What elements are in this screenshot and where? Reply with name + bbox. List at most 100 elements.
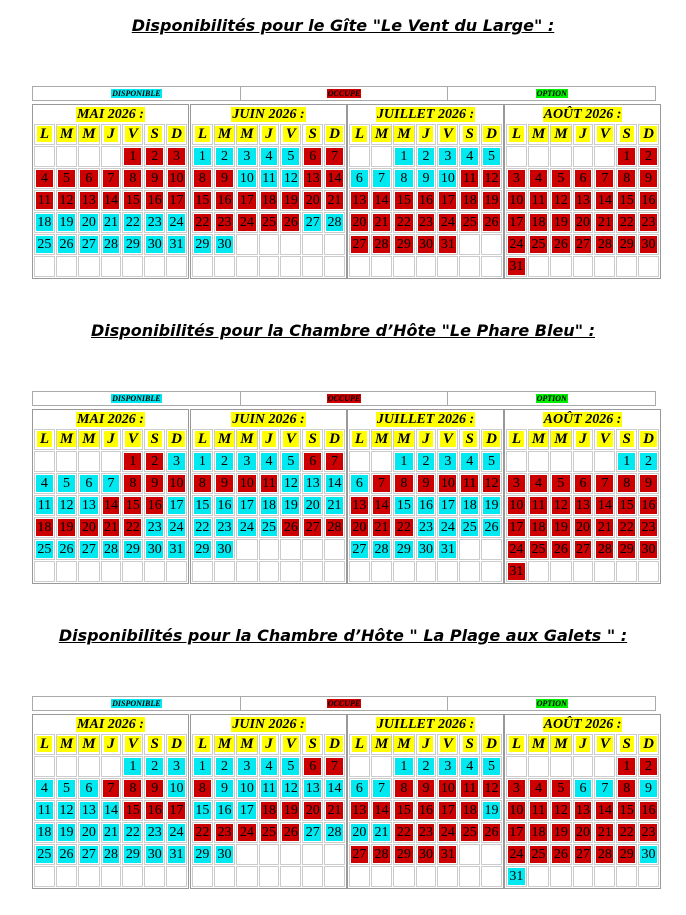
day-cell: 26 [280,212,302,233]
day-cell: 28 [370,539,393,560]
weekday-cell: M [78,429,100,450]
day-cell: 16 [415,190,437,211]
day-number: 21 [372,214,391,231]
weekday: D [168,736,185,752]
day-cell [100,756,122,777]
day-cell [527,756,550,777]
day-number: 17 [168,497,185,514]
day-cell: 5 [550,473,572,494]
day-number: 2 [640,148,657,165]
day-cell: 10 [166,473,187,494]
legend-cell: OPTION [448,392,655,405]
day-cell: 15 [192,495,213,516]
day-number: 21 [102,519,120,536]
day-cell: 15 [616,190,638,211]
day-number: 14 [326,780,343,797]
day-cell: 29 [192,844,213,865]
weekday: M [56,126,77,142]
day-cell: 5 [55,168,78,189]
weekday: S [619,126,634,142]
weekday-cell: D [481,429,502,450]
day-number: 15 [194,802,211,819]
day-cell [122,866,144,887]
weekday: S [147,431,162,447]
calendar: JUIN 2026 : L M M J V S D 1 2 3 4 5 6 7 8 9 10 11 12 13 14 15 1… [190,409,347,584]
day-cell: 20 [78,517,100,538]
day-cell [55,256,78,277]
day-cell [415,256,437,277]
day-number: 11 [260,170,278,187]
day-cell [459,844,481,865]
day-number: 31 [508,563,525,580]
day-cell [258,539,280,560]
day-number: 13 [351,497,368,514]
day-number: 8 [194,780,211,797]
day-number: 29 [618,846,636,863]
legend-cell: OCCUPE [241,697,449,710]
day-cell [370,451,393,472]
day-cell [481,234,502,255]
day-cell [550,451,572,472]
day-number: 23 [417,519,435,536]
day-cell: 10 [506,800,527,821]
weekday-cell: J [572,124,594,145]
day-cell: 29 [393,539,415,560]
day-number: 25 [461,519,479,536]
day-cell [572,866,594,887]
day-number: 13 [574,192,592,209]
day-number: 28 [596,236,614,253]
day-cell: 9 [144,473,166,494]
legend: DISPONIBLE OCCUPE OPTION [32,86,656,101]
day-number: 9 [146,170,164,187]
day-cell: 11 [34,190,55,211]
weekday-cell: J [100,734,122,755]
day-number: 4 [461,148,479,165]
day-number: 6 [574,170,592,187]
weekday: V [596,126,613,142]
day-cell: 16 [144,800,166,821]
day-cell [370,756,393,777]
weekday-cell: L [34,734,55,755]
day-cell [258,561,280,582]
day-cell: 15 [393,495,415,516]
month-name: JUIN 2026 : [231,717,306,732]
day-cell: 22 [393,517,415,538]
day-cell: 30 [415,234,437,255]
day-cell: 28 [100,539,122,560]
weekday-cell: M [550,734,572,755]
day-number: 20 [80,824,98,841]
day-cell [302,844,324,865]
day-cell: 18 [459,800,481,821]
weekday: M [214,736,235,752]
day-number: 18 [260,802,278,819]
weekday: L [351,431,368,447]
day-cell: 27 [78,234,100,255]
day-cell [192,561,213,582]
day-cell: 16 [144,190,166,211]
day-cell: 24 [506,234,527,255]
day-cell [370,561,393,582]
day-cell: 26 [550,844,572,865]
day-cell [459,866,481,887]
day-number: 4 [36,780,53,797]
day-number: 19 [552,214,570,231]
day-number: 6 [304,453,322,470]
day-number: 10 [439,475,457,492]
day-number: 16 [146,497,164,514]
day-cell: 12 [481,778,502,799]
day-cell [302,561,324,582]
day-number: 5 [552,170,570,187]
day-number: 25 [36,541,53,558]
day-number: 26 [282,824,300,841]
day-number: 9 [146,780,164,797]
day-cell [459,539,481,560]
day-cell [280,234,302,255]
weekday: J [104,126,118,142]
day-cell: 14 [100,495,122,516]
weekday: V [439,736,456,752]
day-number: 25 [260,519,278,536]
weekday: L [36,431,53,447]
day-cell [78,256,100,277]
weekday-cell: D [324,429,345,450]
weekday: M [79,126,99,142]
